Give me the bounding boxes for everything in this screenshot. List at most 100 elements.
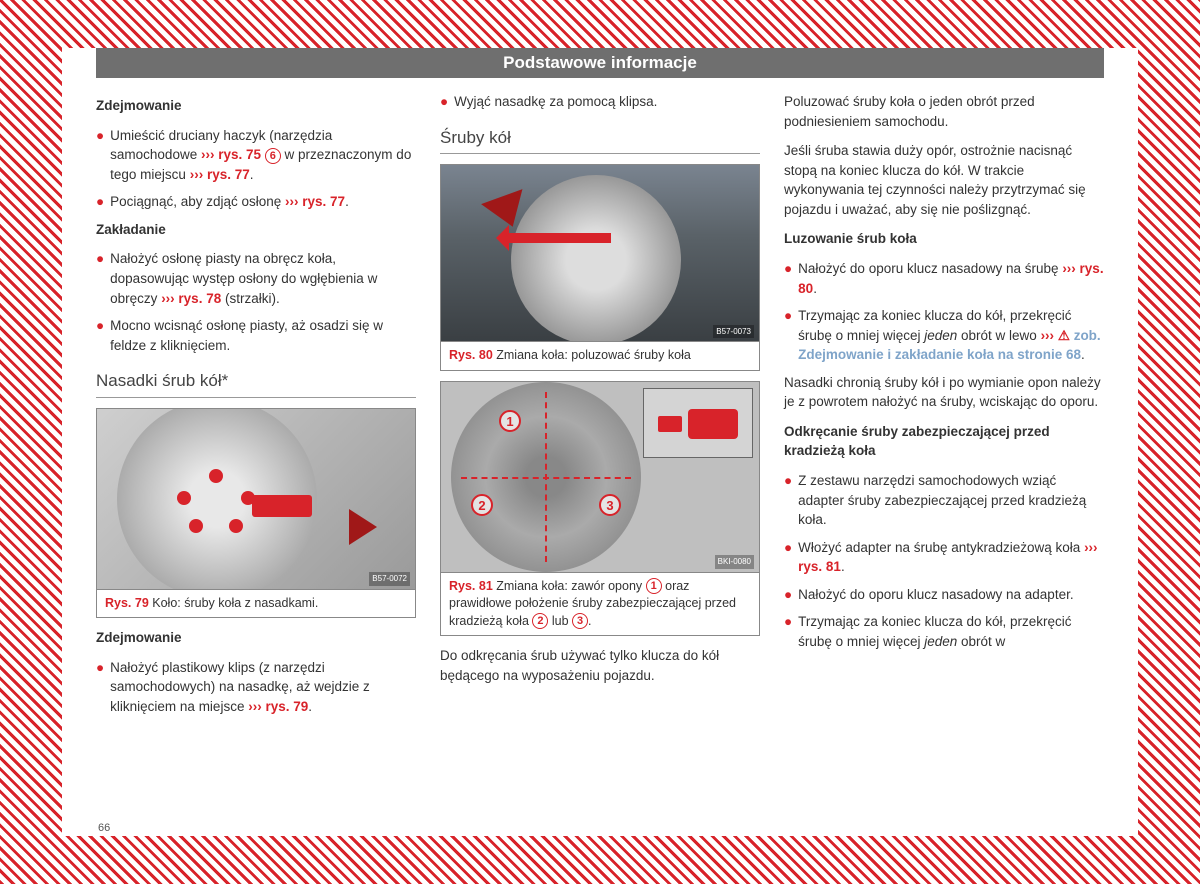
text-fragment: . [308, 699, 312, 714]
bullet-dot-icon: ● [96, 126, 104, 185]
text-fragment: obrót w [957, 634, 1005, 649]
bullet-text: Trzymając za koniec klucza do kół, przek… [798, 306, 1104, 365]
figure-79: B57-0072 Rys. 79 Koło: śruby koła z nasa… [96, 408, 416, 619]
bullet-item: ● Z zestawu narzędzi samochodowych wziąć… [784, 471, 1104, 530]
bullet-item: ● Umieścić druciany haczyk (narzędzia sa… [96, 126, 416, 185]
column-3: Poluzować śruby koła o jeden obrót przed… [784, 92, 1104, 725]
manual-page: Podstawowe informacje Zdejmowanie ● Umie… [62, 48, 1138, 836]
bullet-dot-icon: ● [784, 538, 792, 577]
reference-arrow: ››› [1041, 328, 1055, 343]
bullet-text: Nałożyć do oporu klucz nasadowy na adapt… [798, 585, 1104, 605]
figure-image: B57-0072 [97, 409, 415, 589]
paragraph: Do odkręcania śrub używać tylko klucza d… [440, 646, 760, 685]
subheading: Zdejmowanie [96, 96, 416, 116]
figure-reference: ››› rys. 79 [248, 699, 308, 714]
text-fragment: . [1081, 347, 1085, 362]
subheading: Zdejmowanie [96, 628, 416, 648]
bullet-dot-icon: ● [440, 92, 448, 112]
figure-caption: Rys. 81 Zmiana koła: zawór opony 1 oraz … [441, 572, 759, 636]
column-2: ● Wyjąć nasadkę za pomocą klipsa. Śruby … [440, 92, 760, 725]
bullet-text: Z zestawu narzędzi samochodowych wziąć a… [798, 471, 1104, 530]
bullet-item: ● Nałożyć osłonę piasty na obręcz koła, … [96, 249, 416, 308]
figure-image: B57-0073 [441, 165, 759, 341]
subheading: Zakładanie [96, 220, 416, 240]
text-fragment: . [345, 194, 349, 209]
bullet-dot-icon: ● [96, 658, 104, 717]
image-code: B57-0072 [369, 572, 410, 586]
figure-reference: ››› rys. 78 [161, 291, 221, 306]
caption-text: . [588, 614, 591, 628]
callout-number: 2 [532, 613, 548, 629]
text-fragment: Nałożyć do oporu klucz nasadowy na śrubę [798, 261, 1062, 276]
text-fragment: Nałożyć plastikowy klips (z narzędzi sam… [110, 660, 370, 714]
text-fragment: . [841, 559, 845, 574]
bullet-item: ● Trzymając za koniec klucza do kół, prz… [784, 612, 1104, 651]
italic-text: jeden [924, 634, 957, 649]
bullet-text: Nałożyć plastikowy klips (z narzędzi sam… [110, 658, 416, 717]
bullet-dot-icon: ● [784, 306, 792, 365]
figure-reference: ››› rys. 77 [285, 194, 345, 209]
warning-icon: ⚠ [1058, 326, 1070, 346]
figure-label: Rys. 80 [449, 348, 493, 362]
figure-81: 1 2 3 BKI-0080 Rys. 81 Zmiana koła: zawó… [440, 381, 760, 637]
column-1: Zdejmowanie ● Umieścić druciany haczyk (… [96, 92, 416, 725]
figure-caption: Rys. 80 Zmiana koła: poluzować śruby koł… [441, 341, 759, 370]
bullet-dot-icon: ● [784, 259, 792, 298]
diagram-callout-2: 2 [471, 494, 493, 516]
subheading: Odkręcanie śruby zabezpieczającej przed … [784, 422, 1104, 461]
italic-text: jeden [924, 328, 957, 343]
diagram-callout-3: 3 [599, 494, 621, 516]
bullet-dot-icon: ● [96, 249, 104, 308]
text-fragment: . [813, 281, 817, 296]
bullet-item: ● Nałożyć do oporu klucz nasadowy na ada… [784, 585, 1104, 605]
caption-text: lub [548, 614, 572, 628]
paragraph: Jeśli śruba stawia duży opór, ostrożnie … [784, 141, 1104, 219]
bullet-text: Nałożyć do oporu klucz nasadowy na śrubę… [798, 259, 1104, 298]
bullet-item: ● Nałożyć plastikowy klips (z narzędzi s… [96, 658, 416, 717]
bullet-text: Nałożyć osłonę piasty na obręcz koła, do… [110, 249, 416, 308]
figure-caption: Rys. 79 Koło: śruby koła z nasadkami. [97, 589, 415, 618]
bullet-text: Pociągnąć, aby zdjąć osłonę ››› rys. 77. [110, 192, 416, 212]
caption-text: Zmiana koła: zawór opony [493, 579, 646, 593]
page-number: 66 [98, 822, 110, 834]
diagram-callout-1: 1 [499, 410, 521, 432]
text-fragment: . [250, 167, 254, 182]
text-fragment: Pociągnąć, aby zdjąć osłonę [110, 194, 285, 209]
bullet-text: Trzymając za koniec klucza do kół, przek… [798, 612, 1104, 651]
caption-text: Zmiana koła: poluzować śruby koła [493, 348, 691, 362]
bullet-item: ● Trzymając za koniec klucza do kół, prz… [784, 306, 1104, 365]
figure-image: 1 2 3 BKI-0080 [441, 382, 759, 572]
bullet-dot-icon: ● [784, 612, 792, 651]
text-fragment: obrót w lewo [957, 328, 1040, 343]
image-code: B57-0073 [713, 325, 754, 339]
subheading: Luzowanie śrub koła [784, 229, 1104, 249]
callout-number: 6 [265, 148, 281, 164]
bullet-item: ● Pociągnąć, aby zdjąć osłonę ››› rys. 7… [96, 192, 416, 212]
bullet-item: ● Wyjąć nasadkę za pomocą klipsa. [440, 92, 760, 112]
callout-number: 1 [646, 578, 662, 594]
section-title: Śruby kół [440, 126, 760, 155]
figure-reference: ››› rys. 77 [190, 167, 250, 182]
caption-text: Koło: śruby koła z nasadkami. [149, 596, 319, 610]
bullet-dot-icon: ● [96, 316, 104, 355]
bullet-item: ● Włożyć adapter na śrubę antykradzieżow… [784, 538, 1104, 577]
bullet-text: Wyjąć nasadkę za pomocą klipsa. [454, 92, 760, 112]
bullet-text: Mocno wcisnąć osłonę piasty, aż osadzi s… [110, 316, 416, 355]
section-title: Nasadki śrub kół* [96, 369, 416, 398]
bullet-item: ● Mocno wcisnąć osłonę piasty, aż osadzi… [96, 316, 416, 355]
figure-reference: ››› rys. 75 [201, 147, 261, 162]
bullet-item: ● Nałożyć do oporu klucz nasadowy na śru… [784, 259, 1104, 298]
figure-label: Rys. 81 [449, 579, 493, 593]
page-header: Podstawowe informacje [96, 48, 1104, 78]
bullet-text: Włożyć adapter na śrubę antykradzieżową … [798, 538, 1104, 577]
callout-number: 3 [572, 613, 588, 629]
bullet-dot-icon: ● [784, 585, 792, 605]
paragraph: Nasadki chronią śruby kół i po wymianie … [784, 373, 1104, 412]
paragraph: Poluzować śruby koła o jeden obrót przed… [784, 92, 1104, 131]
figure-80: B57-0073 Rys. 80 Zmiana koła: poluzować … [440, 164, 760, 371]
image-code: BKI-0080 [715, 555, 754, 569]
bullet-text: Umieścić druciany haczyk (narzędzia samo… [110, 126, 416, 185]
bullet-dot-icon: ● [784, 471, 792, 530]
figure-label: Rys. 79 [105, 596, 149, 610]
text-fragment: (strzałki). [221, 291, 280, 306]
